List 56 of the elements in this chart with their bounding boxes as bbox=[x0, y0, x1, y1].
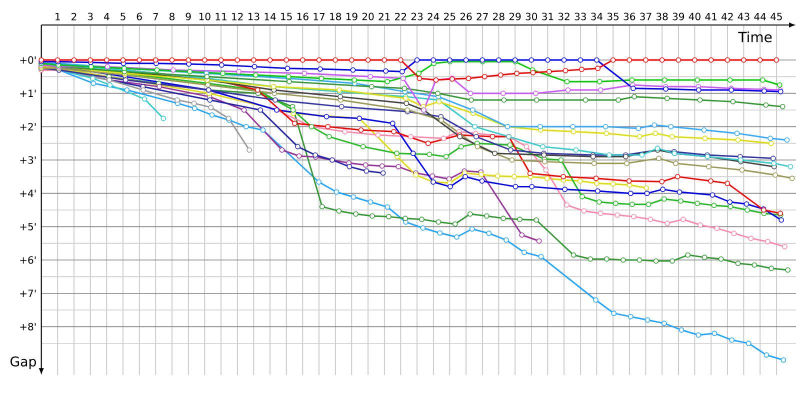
x-tick-label: 24 bbox=[428, 12, 440, 20]
x-tick-label: 34 bbox=[591, 12, 603, 20]
y-tick-label: +4' bbox=[20, 190, 36, 197]
x-tick-label: 28 bbox=[493, 12, 504, 20]
x-tick-label: 31 bbox=[542, 12, 554, 20]
x-tick-label: 9 bbox=[186, 12, 191, 20]
x-tick-label: 7 bbox=[153, 13, 158, 20]
x-tick-label: 29 bbox=[509, 12, 521, 20]
y-tick-label: +6' bbox=[20, 256, 36, 264]
x-tick-label: 25 bbox=[444, 12, 456, 20]
x-tick-label: 6 bbox=[136, 12, 142, 20]
y-tick-label: +1' bbox=[20, 90, 36, 97]
x-tick-label: 38 bbox=[656, 12, 668, 20]
x-tick-label: 23 bbox=[411, 12, 423, 20]
x-tick-label: 45 bbox=[770, 12, 782, 20]
x-tick-label: 41 bbox=[705, 13, 717, 20]
x-tick-label: 5 bbox=[120, 12, 126, 20]
y-tick-label: +0' bbox=[20, 56, 36, 64]
x-tick-label: 36 bbox=[624, 12, 636, 20]
x-tick-label: 12 bbox=[232, 12, 243, 20]
x-tick-label: 16 bbox=[297, 12, 308, 20]
x-tick-label: 20 bbox=[362, 12, 374, 20]
x-tick-label: 17 bbox=[314, 13, 325, 20]
x-tick-label: 19 bbox=[346, 12, 358, 20]
x-tick-label: 40 bbox=[688, 12, 700, 20]
x-tick-label: 30 bbox=[526, 12, 538, 20]
x-tick-label: 39 bbox=[672, 12, 684, 20]
x-tick-label: 27 bbox=[476, 12, 488, 20]
x-tick-label: 43 bbox=[738, 12, 750, 20]
y-tick-label: +5' bbox=[20, 222, 36, 230]
y-tick-label: +2' bbox=[20, 122, 36, 130]
y-tick-label: +3' bbox=[20, 156, 36, 164]
x-tick-label: 42 bbox=[722, 12, 733, 20]
x-tick-label: 1 bbox=[56, 13, 60, 20]
x-tick-label: 3 bbox=[88, 12, 93, 20]
x-tick-label: 26 bbox=[460, 12, 472, 20]
x-tick-label: 32 bbox=[558, 12, 570, 20]
x-tick-label: 21 bbox=[378, 12, 390, 20]
x-tick-label: 35 bbox=[607, 12, 619, 20]
x-tick-label: 13 bbox=[248, 12, 260, 20]
x-tick-label: 22 bbox=[395, 12, 406, 20]
x-tick-label: 2 bbox=[72, 12, 76, 20]
x-tick-label: 11 bbox=[216, 13, 226, 20]
x-tick-label: 15 bbox=[281, 12, 292, 20]
y-axis-title: Gap bbox=[10, 356, 36, 370]
x-tick-label: 37 bbox=[640, 12, 652, 20]
y-tick-label: +8' bbox=[20, 322, 36, 330]
x-tick-label: 10 bbox=[199, 12, 210, 20]
x-tick-label: 18 bbox=[330, 12, 342, 20]
x-axis-title: Time bbox=[738, 31, 772, 42]
x-tick-label: 4 bbox=[104, 13, 110, 20]
x-tick-label: 8 bbox=[170, 12, 174, 20]
x-tick-label: 44 bbox=[754, 13, 766, 20]
x-tick-label: 33 bbox=[574, 12, 586, 20]
x-tick-label: 14 bbox=[264, 13, 276, 20]
y-tick-label: +7' bbox=[20, 290, 36, 297]
